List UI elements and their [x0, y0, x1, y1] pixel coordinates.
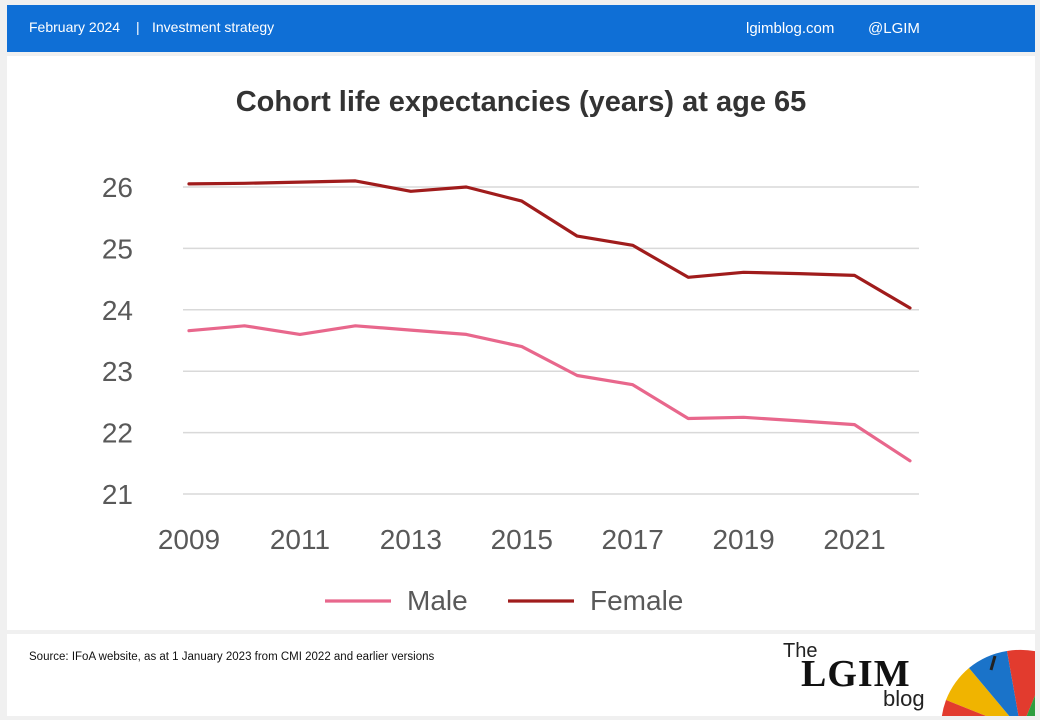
y-tick-label: 22: [102, 418, 133, 449]
legend-label-male: Male: [407, 585, 468, 616]
y-tick-label: 21: [102, 479, 133, 510]
x-tick-label: 2011: [270, 524, 330, 555]
series-lines: [187, 179, 912, 463]
logo-blog: blog: [883, 686, 925, 711]
umbrella-icon: [941, 649, 1035, 716]
footer: Source: IFoA website, as at 1 January 20…: [7, 634, 1035, 716]
logo-the: The: [783, 640, 818, 662]
chart-panel: Cohort life expectancies (years) at age …: [7, 56, 1035, 630]
y-axis-ticks: 21 22 23 24 25 26: [102, 172, 133, 510]
gridlines: [183, 186, 919, 495]
y-tick-label: 26: [102, 172, 133, 203]
x-tick-label: 2021: [823, 524, 885, 555]
x-axis-ticks: 2009 2011 2013 2015 2017 2019 2021: [158, 524, 886, 555]
x-tick-label: 2017: [602, 524, 664, 555]
source-note: Source: IFoA website, as at 1 January 20…: [29, 651, 435, 663]
line-chart: 21 22 23 24 25 26 2009 2011 2013 2015 2017 2019 202…: [102, 172, 919, 616]
x-tick-label: 2009: [158, 524, 220, 555]
logo-lgim: LGIM: [801, 653, 911, 695]
x-tick-label: 2015: [491, 524, 553, 555]
x-tick-label: 2013: [380, 524, 442, 555]
x-tick-label: 2019: [712, 524, 774, 555]
series-line-male: [187, 324, 912, 463]
legend: Male Female: [325, 585, 683, 616]
legend-label-female: Female: [590, 585, 683, 616]
header-topic: Investment strategy: [152, 19, 275, 35]
header-social-handle[interactable]: @LGIM: [868, 20, 920, 37]
y-tick-label: 25: [102, 233, 133, 264]
lgim-blog-logo: The LGIM blog: [777, 634, 1035, 716]
header-site-link[interactable]: lgimblog.com: [746, 20, 835, 37]
y-tick-label: 24: [102, 295, 133, 326]
series-line-female: [187, 179, 912, 310]
header-separator: |: [136, 19, 140, 35]
chart-title: Cohort life expectancies (years) at age …: [235, 86, 807, 118]
header-bar: February 2024 | Investment strategy lgim…: [7, 5, 1035, 52]
header-date: February 2024: [29, 19, 121, 35]
y-tick-label: 23: [102, 356, 133, 387]
